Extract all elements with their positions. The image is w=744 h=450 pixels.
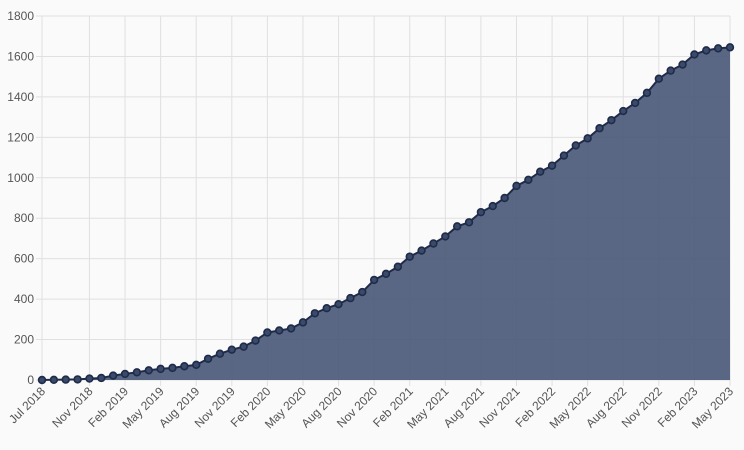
data-point[interactable] <box>488 201 497 211</box>
data-point[interactable] <box>73 375 82 384</box>
data-point[interactable] <box>536 167 545 176</box>
y-tick-label: 1400 <box>7 90 34 104</box>
y-tick-label: 1200 <box>7 130 34 144</box>
y-tick-label: 1800 <box>7 9 34 23</box>
data-point[interactable] <box>524 175 533 185</box>
y-tick-label: 0 <box>27 373 34 387</box>
data-point[interactable] <box>298 318 308 327</box>
data-point[interactable] <box>547 161 557 170</box>
data-point[interactable] <box>642 88 652 98</box>
data-point[interactable] <box>108 371 118 380</box>
y-tick-label: 1000 <box>7 171 34 185</box>
data-point[interactable] <box>37 375 47 385</box>
data-point[interactable] <box>381 269 391 279</box>
data-point[interactable] <box>263 328 272 337</box>
data-point[interactable] <box>346 293 355 303</box>
data-point[interactable] <box>417 246 426 255</box>
data-points <box>37 43 735 385</box>
data-point[interactable] <box>132 368 142 377</box>
data-point[interactable] <box>619 106 628 116</box>
data-point[interactable] <box>429 239 438 248</box>
data-point[interactable] <box>227 345 236 354</box>
data-point[interactable] <box>654 74 664 83</box>
data-point[interactable] <box>215 349 225 358</box>
data-point[interactable] <box>310 309 320 318</box>
data-point[interactable] <box>571 141 580 150</box>
data-point[interactable] <box>725 43 735 52</box>
y-axis: 0 200 400 600 800 1000 1200 1400 1600 1800 <box>7 9 34 387</box>
data-point[interactable] <box>464 218 474 227</box>
y-tick-label: 400 <box>14 292 34 306</box>
data-point[interactable] <box>559 151 569 160</box>
y-tick-label: 200 <box>14 333 34 347</box>
y-tick-label: 1600 <box>7 49 34 63</box>
data-point[interactable] <box>595 124 604 133</box>
data-point[interactable] <box>286 324 296 333</box>
data-point[interactable] <box>144 366 153 375</box>
data-point[interactable] <box>168 363 177 373</box>
data-point[interactable] <box>358 287 367 297</box>
data-point[interactable] <box>334 299 343 309</box>
data-point[interactable] <box>713 44 723 53</box>
data-point[interactable] <box>666 66 675 75</box>
data-point[interactable] <box>239 342 248 351</box>
data-point[interactable] <box>630 98 640 108</box>
data-point[interactable] <box>369 275 379 285</box>
data-point[interactable] <box>583 134 592 143</box>
data-point[interactable] <box>322 304 331 313</box>
data-point[interactable] <box>678 60 687 69</box>
data-point[interactable] <box>702 46 711 55</box>
data-point[interactable] <box>180 362 189 371</box>
data-point[interactable] <box>500 193 509 203</box>
data-point[interactable] <box>120 369 130 379</box>
data-point[interactable] <box>405 252 414 261</box>
data-point[interactable] <box>61 375 70 384</box>
data-point[interactable] <box>156 364 165 374</box>
area-fill <box>42 47 730 380</box>
data-point[interactable] <box>690 50 699 59</box>
data-point[interactable] <box>251 336 260 345</box>
data-point[interactable] <box>452 222 462 231</box>
data-point[interactable] <box>49 375 59 384</box>
data-point[interactable] <box>607 115 616 125</box>
y-tick-label: 800 <box>14 211 34 225</box>
y-tick-label: 600 <box>14 252 34 266</box>
data-point[interactable] <box>512 181 521 191</box>
data-point[interactable] <box>393 262 403 271</box>
data-point[interactable] <box>192 360 201 370</box>
data-point[interactable] <box>85 374 94 383</box>
data-point[interactable] <box>275 326 284 335</box>
data-point[interactable] <box>203 354 213 363</box>
data-point[interactable] <box>441 232 450 241</box>
x-tick-label: Jul 2018 <box>6 384 48 426</box>
data-point[interactable] <box>97 373 106 383</box>
data-point[interactable] <box>476 207 486 217</box>
